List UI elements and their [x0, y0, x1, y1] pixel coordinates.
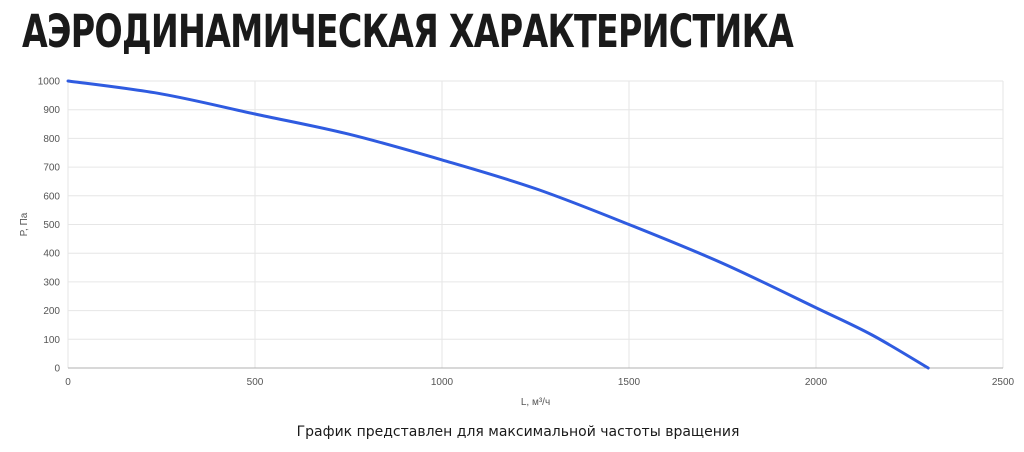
x-tick-label: 1000 [431, 377, 454, 388]
y-tick-label: 100 [43, 335, 60, 346]
x-tick-labels: 0 500 1000 1500 2000 2500 [65, 377, 1014, 388]
y-tick-label: 700 [43, 163, 60, 174]
chart-series [66, 79, 930, 370]
series-line [66, 79, 930, 370]
y-tick-label: 900 [43, 105, 60, 116]
x-tick-label: 2000 [805, 377, 828, 388]
y-tick-label: 200 [43, 306, 60, 317]
chart-grid [67, 80, 1004, 369]
y-tick-label: 1000 [38, 77, 61, 88]
y-tick-label: 600 [43, 191, 60, 202]
y-tick-label: 400 [43, 249, 60, 260]
y-tick-label: 300 [43, 277, 60, 288]
y-tick-label: 0 [54, 364, 60, 375]
y-tick-labels: 0 100 200 300 400 500 600 700 800 900 1000 [38, 77, 61, 375]
x-tick-label: 2500 [992, 377, 1015, 388]
page-title: АЭРОДИНАМИЧЕСКАЯ ХАРАКТЕРИСТИКА [22, 5, 794, 58]
y-axis-title: P, Па [19, 212, 30, 236]
x-tick-label: 500 [247, 377, 264, 388]
x-axis-title: L, м³/ч [521, 397, 550, 408]
x-tick-label: 0 [65, 377, 71, 388]
x-tick-label: 1500 [618, 377, 641, 388]
y-tick-label: 500 [43, 220, 60, 231]
chart-caption: График представлен для максимальной част… [296, 424, 740, 440]
y-tick-label: 800 [43, 134, 60, 145]
